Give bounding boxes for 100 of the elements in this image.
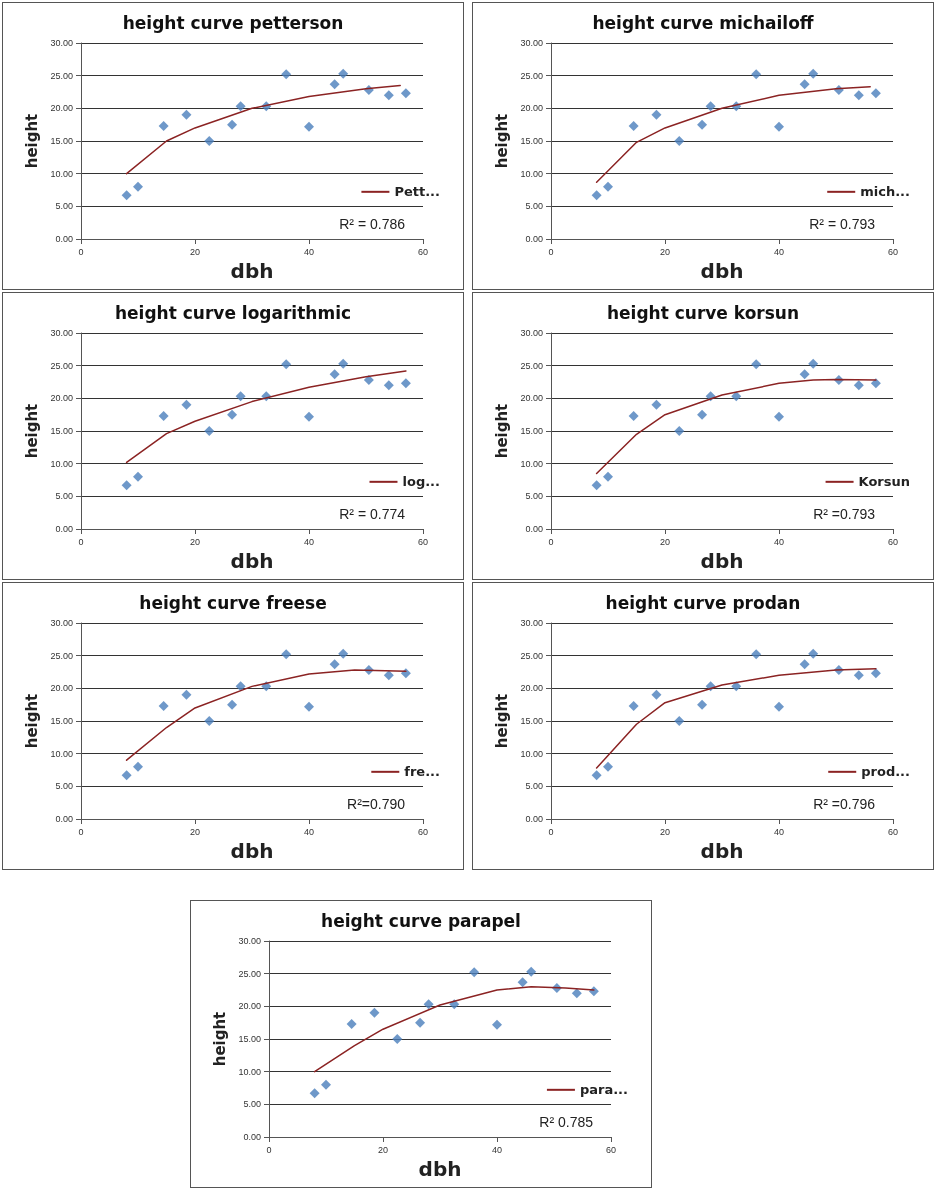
x-tick-label: 0	[78, 536, 84, 547]
point	[651, 109, 662, 120]
point	[674, 716, 685, 726]
y-axis-title: height	[493, 693, 512, 749]
y-tick-label: 20.00	[50, 103, 73, 114]
y-tick-label: 5.00	[55, 201, 73, 212]
point	[603, 761, 613, 772]
x-tick-label: 60	[887, 246, 899, 257]
point	[591, 770, 602, 781]
y-tick-label: 10.00	[238, 1066, 261, 1077]
point	[628, 700, 639, 711]
y-tick-label: 25.00	[238, 968, 261, 979]
y-tick-label: 20.00	[50, 683, 73, 694]
y-tick-label: 0.00	[525, 814, 543, 824]
y-tick-label: 0.00	[243, 1132, 261, 1142]
x-tick-label: 40	[773, 826, 785, 837]
annotation: R² =0.796	[813, 796, 876, 812]
point	[526, 966, 537, 977]
legend-label: Korsun	[858, 474, 910, 490]
y-tick-label: 0.00	[525, 524, 543, 534]
x-tick-label: 0	[548, 536, 554, 547]
point	[158, 410, 169, 421]
y-tick-label: 25.00	[520, 360, 543, 371]
point	[853, 90, 864, 101]
point	[363, 375, 374, 386]
legend-label: Pett...	[394, 184, 440, 200]
point	[181, 689, 192, 700]
chart-title: height curve freese	[139, 592, 327, 613]
point	[338, 648, 349, 659]
point	[651, 399, 662, 410]
point	[346, 1018, 357, 1029]
point	[383, 380, 394, 391]
annotation: R² 0.785	[539, 1114, 594, 1130]
x-tick-label: 60	[887, 826, 899, 837]
chart-title: height curve parapel	[321, 910, 521, 931]
x-tick-label: 0	[266, 1144, 272, 1155]
x-axis-title: dbh	[700, 839, 744, 863]
y-tick-label: 5.00	[525, 201, 543, 212]
point	[121, 190, 132, 201]
y-axis-title: height	[493, 403, 512, 459]
x-tick-label: 60	[605, 1144, 617, 1155]
point	[304, 121, 314, 132]
point	[870, 668, 881, 679]
line-series	[125, 84, 401, 175]
x-axis-title: dbh	[418, 1157, 462, 1181]
point	[799, 369, 810, 380]
x-axis-title: dbh	[230, 259, 274, 283]
point	[697, 409, 708, 420]
x-tick-label: 20	[659, 826, 671, 837]
point	[808, 358, 819, 369]
x-tick-label: 0	[548, 246, 554, 257]
point	[281, 649, 292, 660]
x-tick-label: 40	[773, 536, 785, 547]
legend-label: para...	[579, 1082, 628, 1098]
point	[400, 668, 411, 679]
y-tick-label: 5.00	[525, 491, 543, 502]
x-tick-label: 60	[417, 536, 429, 547]
point	[731, 391, 742, 402]
y-tick-label: 25.00	[50, 70, 73, 81]
point	[591, 190, 602, 201]
point	[853, 380, 864, 391]
point	[697, 699, 708, 710]
point	[400, 378, 411, 389]
y-tick-label: 15.00	[50, 136, 73, 146]
point	[235, 101, 246, 112]
point	[400, 88, 411, 99]
point	[329, 79, 340, 90]
point	[321, 1079, 331, 1090]
point	[705, 101, 716, 112]
y-tick-label: 0.00	[55, 234, 73, 244]
point	[697, 119, 708, 130]
point	[235, 391, 246, 402]
y-tick-label: 30.00	[50, 618, 73, 628]
x-tick-label: 20	[659, 246, 671, 257]
y-tick-label: 30.00	[520, 328, 543, 338]
point	[651, 689, 662, 700]
point	[603, 181, 613, 192]
y-tick-label: 5.00	[243, 1099, 261, 1110]
point	[133, 761, 143, 772]
point	[603, 471, 613, 482]
point	[674, 426, 685, 436]
point	[415, 1017, 426, 1028]
x-tick-label: 0	[78, 826, 84, 837]
point	[329, 369, 340, 380]
y-tick-label: 10.00	[520, 168, 543, 179]
y-tick-label: 25.00	[520, 650, 543, 661]
y-tick-label: 0.00	[525, 234, 543, 244]
chart-title: height curve petterson	[122, 12, 344, 33]
x-tick-label: 40	[303, 536, 315, 547]
x-axis-title: dbh	[230, 549, 274, 573]
point	[204, 136, 215, 146]
y-tick-label: 20.00	[520, 683, 543, 694]
y-tick-label: 0.00	[55, 524, 73, 534]
y-tick-label: 25.00	[50, 360, 73, 371]
y-axis-title: height	[23, 693, 42, 749]
point	[674, 136, 685, 146]
point	[133, 181, 143, 192]
chart-title: height curve prodan	[605, 592, 801, 613]
point	[628, 120, 639, 131]
point	[423, 999, 434, 1010]
